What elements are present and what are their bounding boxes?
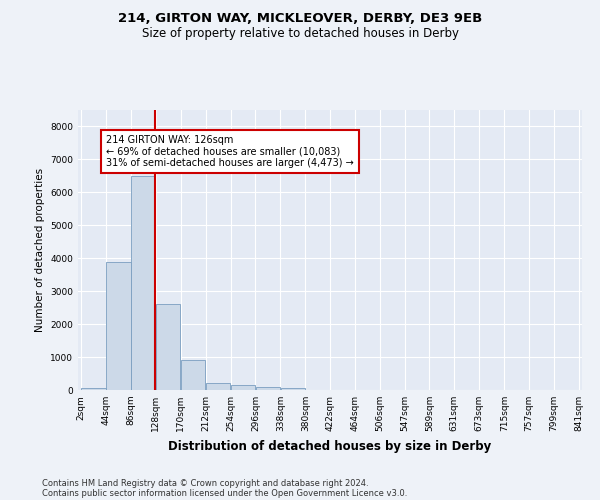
Text: Contains public sector information licensed under the Open Government Licence v3: Contains public sector information licen… xyxy=(42,488,407,498)
X-axis label: Distribution of detached houses by size in Derby: Distribution of detached houses by size … xyxy=(169,440,491,452)
Bar xyxy=(256,386,280,390)
Text: 214, GIRTON WAY, MICKLEOVER, DERBY, DE3 9EB: 214, GIRTON WAY, MICKLEOVER, DERBY, DE3 … xyxy=(118,12,482,26)
Bar xyxy=(181,360,205,390)
Bar xyxy=(156,304,181,390)
Text: 214 GIRTON WAY: 126sqm
← 69% of detached houses are smaller (10,083)
31% of semi: 214 GIRTON WAY: 126sqm ← 69% of detached… xyxy=(106,134,353,168)
Bar xyxy=(281,388,305,390)
Y-axis label: Number of detached properties: Number of detached properties xyxy=(35,168,44,332)
Bar xyxy=(131,176,155,390)
Text: Size of property relative to detached houses in Derby: Size of property relative to detached ho… xyxy=(142,28,458,40)
Bar xyxy=(206,384,230,390)
Text: Contains HM Land Registry data © Crown copyright and database right 2024.: Contains HM Land Registry data © Crown c… xyxy=(42,478,368,488)
Bar xyxy=(106,262,131,390)
Bar xyxy=(81,388,106,390)
Bar xyxy=(231,385,255,390)
